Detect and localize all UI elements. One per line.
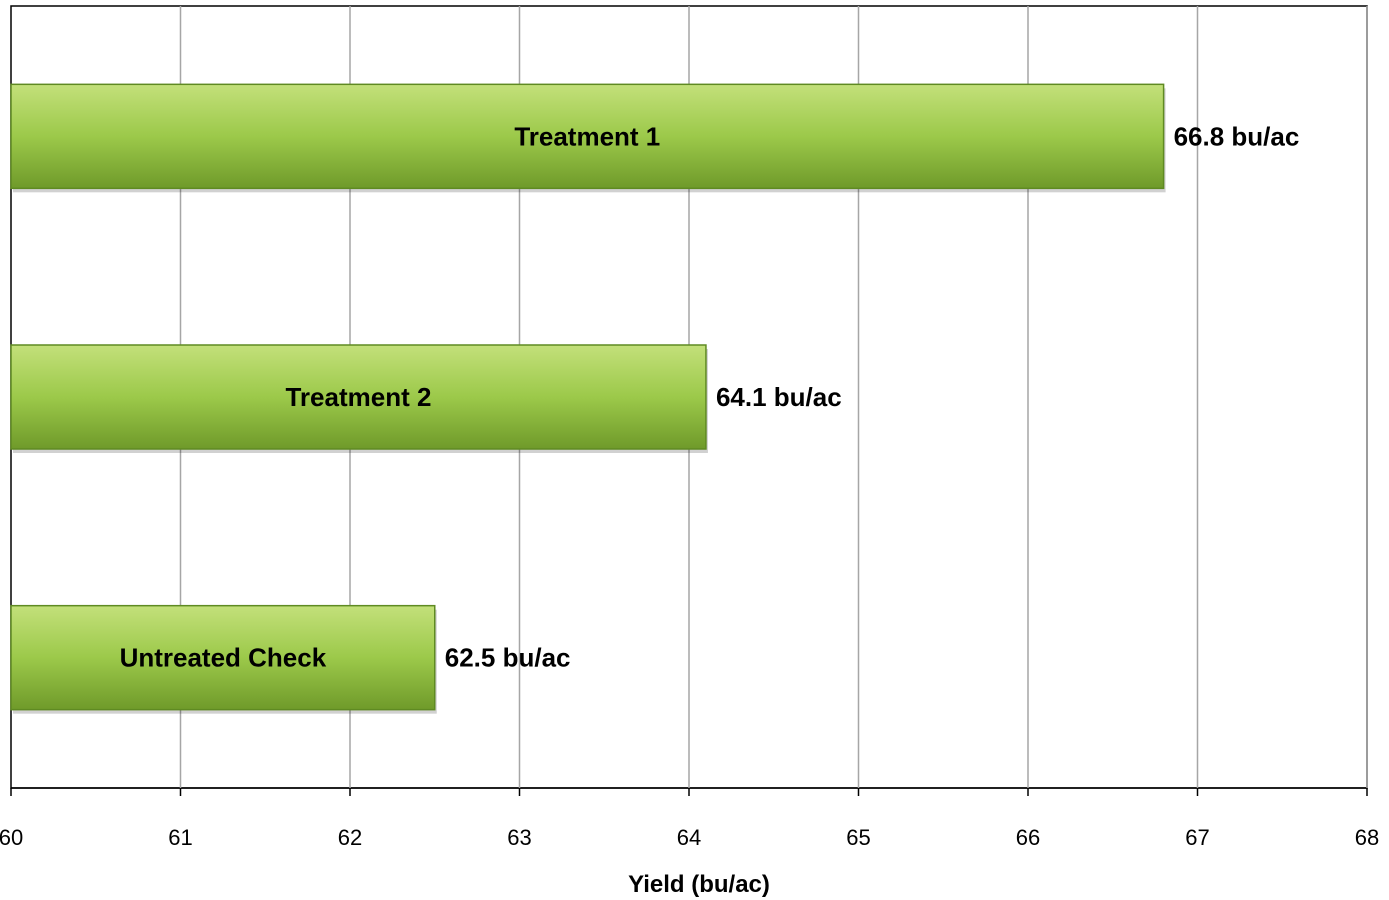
x-tick-label: 66 (1016, 825, 1040, 850)
x-axis-title: Yield (bu/ac) (628, 871, 770, 898)
x-tick-label: 65 (846, 825, 870, 850)
x-tick-label: 68 (1355, 825, 1379, 850)
bar-category-label: Treatment 2 (285, 382, 431, 412)
bar-data-label: 64.1 bu/ac (716, 382, 842, 412)
bar (10, 83, 1165, 190)
x-tick-labels: 60 61 62 63 64 65 66 67 68 (0, 825, 1379, 850)
x-tick-label: 67 (1185, 825, 1209, 850)
bars: Treatment 1 66.8 bu/ac Treatment 2 64.1 bu/… (10, 83, 1300, 714)
x-tick-label: 60 (0, 825, 23, 850)
bar-category-label: Treatment 1 (514, 121, 660, 151)
bar-data-label: 62.5 bu/ac (445, 643, 571, 673)
bar (10, 344, 707, 450)
x-tick-label: 63 (507, 825, 531, 850)
x-tick-label: 64 (677, 825, 701, 850)
bar (10, 604, 436, 711)
x-tick-label: 62 (338, 825, 362, 850)
bar-data-label: 66.8 bu/ac (1174, 121, 1300, 151)
bar-category-label: Untreated Check (120, 643, 327, 673)
x-tick-label: 61 (168, 825, 192, 850)
